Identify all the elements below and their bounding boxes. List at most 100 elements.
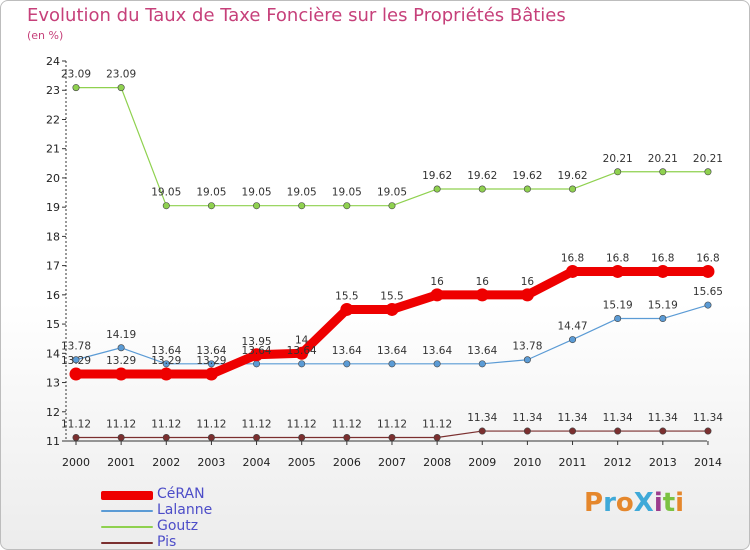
- data-point: [253, 433, 261, 441]
- logo-letter: r: [603, 488, 616, 518]
- x-tick-label: 2001: [107, 456, 135, 469]
- data-point: [159, 367, 173, 381]
- y-tick-label: 18: [46, 230, 60, 243]
- y-tick-label: 14: [46, 347, 60, 360]
- data-label: 16.8: [606, 252, 629, 264]
- data-label: 15.19: [648, 300, 678, 312]
- data-label: 11.12: [422, 418, 452, 430]
- x-tick-label: 2007: [378, 456, 406, 469]
- x-tick-label: 2013: [649, 456, 677, 469]
- data-label: 13.64: [287, 345, 317, 357]
- data-label: 11.12: [287, 418, 317, 430]
- axes: 11 12 13 14 15 16 17 18 19 20 21 22 23 24 2000 2001 2002…: [46, 55, 722, 469]
- x-tick-label: 2006: [333, 456, 361, 469]
- data-label: 14.47: [558, 321, 588, 333]
- data-point: [388, 360, 396, 368]
- data-point: [207, 433, 215, 441]
- data-label: 15.19: [603, 300, 633, 312]
- data-point: [207, 202, 215, 210]
- data-label: 13.29: [196, 355, 226, 367]
- data-label: 11.12: [332, 418, 362, 430]
- data-point: [207, 360, 215, 368]
- data-label: 20.21: [603, 153, 633, 165]
- data-label: 13.95: [242, 336, 272, 348]
- data-label: 13.64: [467, 345, 497, 357]
- data-point: [114, 367, 128, 381]
- legend-swatch: [101, 491, 153, 500]
- y-tick-label: 16: [46, 289, 60, 302]
- y-tick-label: 12: [46, 406, 60, 419]
- data-point: [343, 433, 351, 441]
- data-label: 14: [295, 334, 309, 346]
- x-tick-label: 2008: [423, 456, 451, 469]
- data-label: 11.12: [61, 418, 91, 430]
- data-label: 13.78: [512, 341, 542, 353]
- data-point: [614, 427, 622, 435]
- data-label: 13.78: [61, 341, 91, 353]
- logo-letter: i: [675, 488, 685, 518]
- data-labels-layer: 23.09 23.09 19.05 19.05 19.05 19.05 19.05 19.05…: [61, 69, 723, 431]
- data-point: [478, 360, 486, 368]
- data-label: 11.12: [196, 418, 226, 430]
- data-point: [475, 288, 489, 302]
- data-point: [298, 202, 306, 210]
- data-point: [162, 433, 170, 441]
- data-label: 19.05: [377, 187, 407, 199]
- data-point: [388, 433, 396, 441]
- legend-swatch: [101, 510, 153, 512]
- data-label: 16.8: [561, 252, 584, 264]
- data-point: [614, 315, 622, 323]
- data-label: 16.8: [651, 252, 674, 264]
- y-tick-label: 23: [46, 84, 60, 97]
- data-label: 13.64: [242, 345, 272, 357]
- data-point: [523, 356, 531, 364]
- data-label: 11.12: [377, 418, 407, 430]
- data-label: 19.05: [242, 187, 272, 199]
- data-point: [478, 185, 486, 193]
- x-tick-label: 2009: [468, 456, 496, 469]
- legend-label: Lalanne: [157, 502, 213, 518]
- data-label: 16: [521, 276, 535, 288]
- data-point: [69, 367, 83, 381]
- data-label: 16: [430, 276, 444, 288]
- data-label: 13.29: [61, 355, 91, 367]
- data-point: [253, 360, 261, 368]
- data-label: 13.64: [151, 345, 181, 357]
- data-label: 19.05: [151, 187, 181, 199]
- data-label: 11.34: [693, 412, 723, 424]
- data-point: [343, 360, 351, 368]
- x-tick-label: 2004: [243, 456, 271, 469]
- data-label: 16.8: [696, 252, 719, 264]
- data-label: 13.64: [332, 345, 362, 357]
- y-tick-label: 24: [46, 55, 60, 68]
- data-label: 14.19: [106, 329, 136, 341]
- proxiti-logo: ProXiti: [584, 488, 684, 518]
- data-point: [340, 302, 354, 316]
- data-label: 23.09: [106, 69, 136, 81]
- data-point: [478, 427, 486, 435]
- x-tick-label: 2005: [288, 456, 316, 469]
- data-point: [117, 84, 125, 92]
- data-point: [72, 433, 80, 441]
- data-point: [566, 264, 580, 278]
- data-label: 13.64: [422, 345, 452, 357]
- x-tick-label: 2002: [152, 456, 180, 469]
- data-point: [343, 202, 351, 210]
- y-tick-label: 13: [46, 377, 60, 390]
- data-point: [659, 427, 667, 435]
- y-tick-label: 20: [46, 172, 60, 185]
- y-tick-label: 21: [46, 143, 60, 156]
- data-label: 19.05: [287, 187, 317, 199]
- x-tick-label: 2000: [62, 456, 90, 469]
- y-tick-label: 11: [46, 435, 60, 448]
- data-point: [385, 302, 399, 316]
- data-point: [253, 202, 261, 210]
- data-point: [611, 264, 625, 278]
- data-point: [433, 360, 441, 368]
- data-label: 11.34: [603, 412, 633, 424]
- data-point: [430, 288, 444, 302]
- data-point: [298, 433, 306, 441]
- data-point: [704, 168, 712, 176]
- data-label: 20.21: [693, 153, 723, 165]
